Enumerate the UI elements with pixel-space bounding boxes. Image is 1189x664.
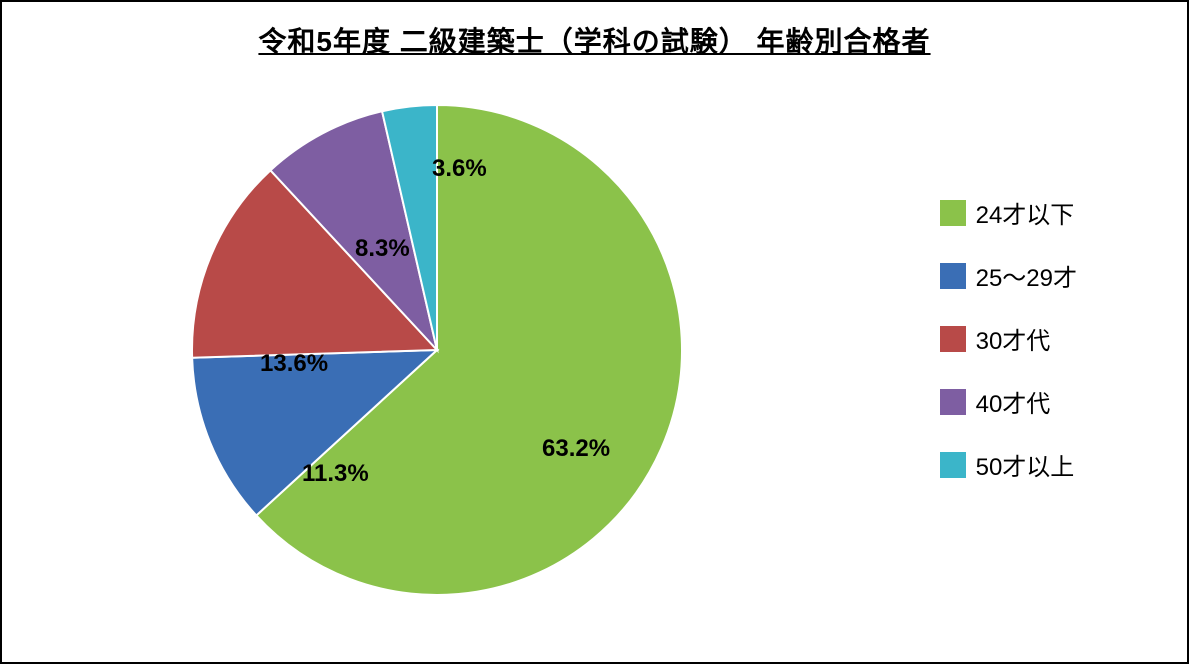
data-label-4: 3.6% (432, 155, 487, 183)
legend-swatch-1 (940, 263, 966, 289)
data-label-1: 11.3% (302, 460, 369, 488)
legend-label-3: 40才代 (976, 384, 1051, 419)
legend-label-0: 24才以下 (976, 195, 1075, 230)
legend-item-4: 50才以上 (940, 447, 1077, 482)
legend-label-4: 50才以上 (976, 447, 1075, 482)
legend-item-0: 24才以下 (940, 195, 1077, 230)
chart-body: 63.2% 11.3% 13.6% 8.3% 3.6% 24才以下 25～29才 30才代 4… (2, 60, 1187, 640)
chart-container: 令和5年度 二級建築士（学科の試験） 年齢別合格者 63.2% 11.3% 13.6… (0, 0, 1189, 664)
legend-swatch-2 (940, 326, 966, 352)
data-label-3: 8.3% (355, 235, 410, 263)
legend-item-1: 25～29才 (940, 258, 1077, 293)
legend-swatch-4 (940, 452, 966, 478)
data-label-0: 63.2% (542, 435, 610, 463)
legend-item-2: 30才代 (940, 321, 1077, 356)
legend-swatch-0 (940, 200, 966, 226)
legend-label-2: 30才代 (976, 321, 1051, 356)
chart-title: 令和5年度 二級建築士（学科の試験） 年齢別合格者 (2, 20, 1187, 60)
legend: 24才以下 25～29才 30才代 40才代 50才以上 (940, 195, 1077, 510)
legend-label-1: 25～29才 (976, 258, 1077, 293)
legend-swatch-3 (940, 389, 966, 415)
data-label-2: 13.6% (260, 350, 328, 378)
legend-item-3: 40才代 (940, 384, 1077, 419)
